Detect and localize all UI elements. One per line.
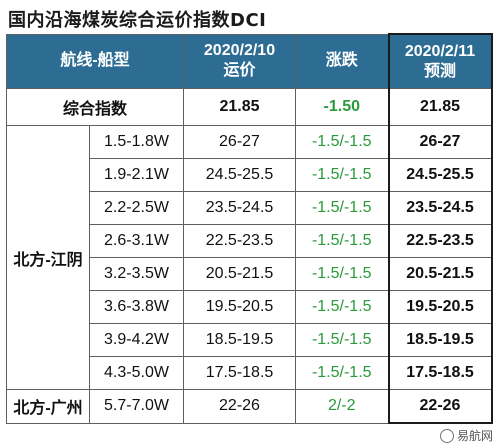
- rate-change: 2/-2: [295, 389, 389, 424]
- ship-size: 1.9-2.1W: [89, 158, 184, 192]
- table-row: 1.9-2.1W 24.5-25.5 -1.5/-1.5 24.5-25.5: [7, 158, 493, 192]
- header-current-label: 运价: [223, 62, 256, 80]
- forecast-rate: 24.5-25.5: [387, 158, 493, 192]
- ship-size: 1.5-1.8W: [89, 125, 184, 159]
- forecast-rate: 22.5-23.5: [387, 224, 493, 258]
- rate-change: -1.5/-1.5: [295, 290, 389, 324]
- table-row: 3.9-4.2W 18.5-19.5 -1.5/-1.5 18.5-19.5: [7, 323, 493, 357]
- logo-icon: [439, 428, 454, 443]
- current-rate: 22.5-23.5: [183, 224, 296, 258]
- table-row: 3.2-3.5W 20.5-21.5 -1.5/-1.5 20.5-21.5: [7, 257, 493, 291]
- ship-size: 3.6-3.8W: [89, 290, 184, 324]
- index-label: 综合指数: [6, 88, 184, 126]
- forecast-rate: 17.5-18.5: [387, 356, 493, 390]
- table-row: 3.6-3.8W 19.5-20.5 -1.5/-1.5 19.5-20.5: [7, 290, 493, 324]
- dci-table: 航线-船型 2020/2/10 运价 涨跌 2020/2/11 预测 综合指数 …: [6, 33, 493, 424]
- index-current: 21.85: [183, 88, 296, 126]
- ship-size: 5.7-7.0W: [89, 389, 184, 424]
- header-forecast-date: 2020/2/11: [404, 42, 476, 60]
- current-rate: 26-27: [183, 125, 296, 159]
- rate-change: -1.5/-1.5: [295, 191, 389, 225]
- header-row: 航线-船型 2020/2/10 运价 涨跌 2020/2/11 预测: [6, 33, 493, 89]
- current-rate: 18.5-19.5: [183, 323, 296, 357]
- forecast-rate: 22-26: [387, 389, 493, 424]
- forecast-rate: 20.5-21.5: [387, 257, 493, 291]
- current-rate: 17.5-18.5: [183, 356, 296, 390]
- header-current-date: 2020/2/10: [203, 42, 276, 60]
- rate-change: -1.5/-1.5: [295, 224, 389, 258]
- rate-change: -1.5/-1.5: [295, 356, 389, 390]
- header-route: 航线-船型: [6, 33, 184, 89]
- rate-change: -1.5/-1.5: [295, 125, 389, 159]
- table-row: 4.3-5.0W 17.5-18.5 -1.5/-1.5 17.5-18.5: [7, 356, 493, 390]
- table-row: 北方-广州 5.7-7.0W 22-26 2/-2 22-26: [6, 389, 493, 424]
- index-forecast: 21.85: [387, 88, 493, 126]
- header-forecast: 2020/2/11 预测: [387, 33, 493, 89]
- rate-change: -1.5/-1.5: [295, 257, 389, 291]
- table-row: 2.2-2.5W 23.5-24.5 -1.5/-1.5 23.5-24.5: [7, 191, 493, 225]
- index-row: 综合指数 21.85 -1.50 21.85: [6, 88, 493, 126]
- ship-size: 2.6-3.1W: [89, 224, 184, 258]
- forecast-rate: 18.5-19.5: [387, 323, 493, 357]
- watermark: 易航网: [439, 427, 493, 444]
- ship-size: 3.9-4.2W: [89, 323, 184, 357]
- region-name: 北方-江阴: [6, 125, 90, 390]
- current-rate: 24.5-25.5: [183, 158, 296, 192]
- forecast-rate: 23.5-24.5: [387, 191, 493, 225]
- page-title: 国内沿海煤炭综合运价指数DCI: [8, 10, 267, 31]
- current-rate: 20.5-21.5: [183, 257, 296, 291]
- current-rate: 22-26: [183, 389, 296, 424]
- ship-size: 4.3-5.0W: [89, 356, 184, 390]
- header-change: 涨跌: [295, 33, 389, 89]
- header-current: 2020/2/10 运价: [183, 33, 296, 89]
- table-row: 2.6-3.1W 22.5-23.5 -1.5/-1.5 22.5-23.5: [7, 224, 493, 258]
- rate-change: -1.5/-1.5: [295, 158, 389, 192]
- ship-size: 2.2-2.5W: [89, 191, 184, 225]
- ship-size: 3.2-3.5W: [89, 257, 184, 291]
- index-change: -1.50: [295, 88, 389, 126]
- forecast-rate: 19.5-20.5: [387, 290, 493, 324]
- watermark-text: 易航网: [456, 429, 493, 443]
- current-rate: 19.5-20.5: [183, 290, 296, 324]
- region-name: 北方-广州: [6, 389, 90, 424]
- current-rate: 23.5-24.5: [183, 191, 296, 225]
- header-forecast-label: 预测: [423, 62, 456, 80]
- rate-change: -1.5/-1.5: [295, 323, 389, 357]
- table-row: 北方-江阴 1.5-1.8W 26-27 -1.5/-1.5 26-27: [6, 125, 493, 390]
- forecast-rate: 26-27: [387, 125, 493, 159]
